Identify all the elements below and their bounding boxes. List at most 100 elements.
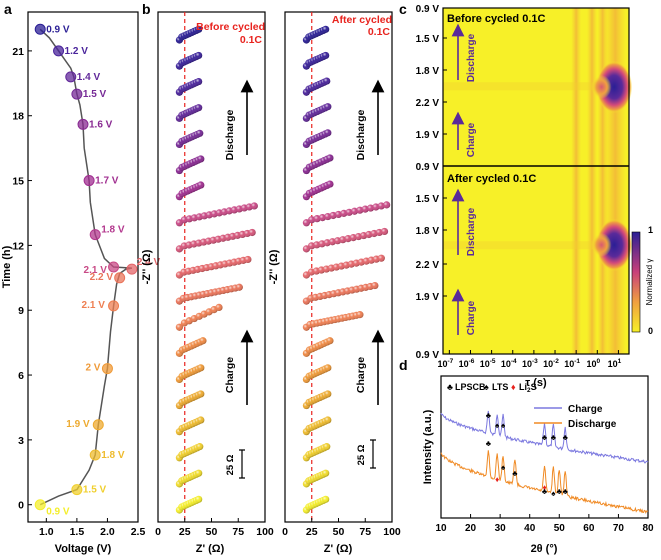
panel-a-xlabel: Voltage (V) [55, 543, 112, 555]
panel-c-bottom-charge-label: Charge [466, 300, 477, 335]
nyquist-point-shade [195, 51, 203, 60]
nyquist-point-shade [302, 245, 310, 253]
xrd-phase-marker: ♣ [486, 411, 492, 420]
voltage-point [108, 300, 120, 312]
y-tick-label: 0.9 V [416, 350, 440, 361]
nyquist-point-shade [215, 303, 223, 312]
panel-b1-charge-label: Charge [224, 357, 236, 393]
nyquist-point-shade [235, 283, 243, 291]
x-tick-label: 10-3 [522, 358, 538, 369]
panel-c-colorbar-max: 1 [648, 225, 653, 235]
nyquist-point-shade [244, 255, 252, 264]
panel-d-lpscb-symbol: ♣ [447, 382, 453, 392]
nyquist-point-shade [313, 215, 321, 223]
panel-c-colorbar-label: Normalized γ [645, 259, 654, 306]
panel-b-before: 0 25 50 75 100 Before cycled 0.1C Discharge … [141, 11, 274, 555]
y-tick-label: 12 [12, 240, 24, 252]
y-tick-label: 6 [18, 370, 24, 382]
nyquist-point-shade [324, 212, 332, 221]
x-tick-label: 10-5 [480, 358, 496, 369]
nyquist-point-shade [334, 210, 343, 219]
nyquist-point-shade [199, 337, 207, 345]
x-tick-exponent: -7 [447, 358, 453, 365]
nyquist-point-shade [196, 129, 204, 137]
x-tick-label: 75 [359, 526, 371, 538]
nyquist-point-shade [323, 443, 331, 451]
xrd-phase-marker: ♠ [501, 421, 506, 430]
x-tick-label: 80 [642, 523, 654, 534]
xrd-phase-marker: ♣ [557, 487, 563, 496]
heatmap-streak [443, 241, 629, 250]
panel-c-top-title: Before cycled 0.1C [447, 13, 545, 25]
panel-c-top-charge-label: Charge [466, 122, 477, 157]
heatmap-peak [596, 61, 633, 113]
panel-c-frame [442, 7, 630, 355]
nyquist-point-shade [377, 254, 385, 262]
panel-label-c: c [399, 1, 407, 17]
x-tick-exponent: -5 [490, 358, 496, 365]
panel-a-voltage-time: 0.9 V1.5 V1.8 V1.9 V2 V2.1 V2.2 V2.4 V2.… [1, 11, 161, 555]
y-tick-label: 1.5 V [416, 194, 440, 205]
nyquist-point-shade [324, 390, 332, 398]
panel-b2-discharge-label: Discharge [355, 109, 367, 160]
x-tick-label: 2.0 [100, 526, 115, 538]
nyquist-point-shade [322, 51, 330, 60]
nyquist-point-shade [195, 495, 203, 503]
y-tick-label: 2.2 V [416, 98, 440, 109]
panel-b2-title: After cycled [332, 14, 392, 26]
panel-d-li2s-symbol: ♦ [511, 382, 516, 392]
voltage-point [71, 88, 83, 100]
xrd-phase-marker: ♦ [542, 483, 546, 492]
panel-d-legend-discharge: Discharge [568, 419, 617, 430]
heatmap-peak [591, 232, 612, 257]
nyquist-point-shade [372, 203, 380, 211]
heatmap-streak [443, 82, 629, 91]
voltage-point-label: 1.5 V [83, 485, 107, 496]
panel-b2-subtitle: 0.1C [368, 26, 391, 38]
nyquist-point-shade [318, 213, 327, 222]
panel-d-xlabel: 2θ (°) [531, 543, 558, 555]
x-tick-label: 40 [524, 523, 536, 534]
nyquist-point-shade [197, 364, 205, 372]
nyquist-point-shade [250, 202, 258, 210]
heatmap-band [604, 8, 627, 354]
voltage-point-label: 2 V [85, 363, 100, 374]
voltage-point-label: 1.8 V [101, 225, 125, 236]
nyquist-point-shade [197, 416, 205, 424]
heatmap-band [597, 8, 608, 354]
nyquist-point-shade [326, 337, 334, 345]
voltage-point-label: 1.4 V [77, 72, 101, 83]
xrd-phase-marker: ♠ [551, 489, 556, 498]
nyquist-point-shade [324, 129, 332, 137]
y-tick-label: 1.9 V [416, 130, 440, 141]
nyquist-point-shade [356, 206, 364, 214]
x-tick-label: 100 [256, 526, 274, 538]
x-tick-exponent: -3 [532, 358, 538, 365]
x-tick-label: 50 [333, 526, 345, 538]
nyquist-point-shade [367, 204, 375, 212]
panel-a-curve [39, 28, 133, 506]
voltage-point [34, 23, 46, 35]
x-tick-label: 10-1 [564, 358, 580, 369]
panel-c-drt-heatmap: Before cycled 0.1C After cycled 0.1C Cha… [416, 4, 654, 389]
voltage-point-label: 1.2 V [65, 46, 89, 57]
nyquist-point-shade [322, 25, 330, 33]
nyquist-point-shade [322, 495, 330, 503]
x-tick-label: 70 [613, 523, 625, 534]
panel-d-li2s-subscript: 2 [527, 387, 531, 394]
panel-b1-ylabel: -Z'' (Ω) [141, 249, 153, 284]
xrd-phase-marker: ♣ [512, 469, 518, 478]
nyquist-point-shade [383, 201, 391, 209]
nyquist-point-shade [322, 469, 330, 477]
nyquist-point-shade [324, 416, 332, 424]
x-tick-label: 10-6 [459, 358, 475, 369]
nyquist-point-shade [326, 154, 334, 162]
y-tick-label: 1.8 V [416, 226, 440, 237]
x-tick-label: 100 [586, 358, 600, 369]
panel-d-discharge-pattern [440, 450, 649, 515]
panel-b1-subtitle: 0.1C [240, 34, 263, 46]
x-tick-exponent: -6 [469, 358, 475, 365]
nyquist-point-shade [324, 364, 332, 372]
heatmap-peak [591, 75, 612, 99]
